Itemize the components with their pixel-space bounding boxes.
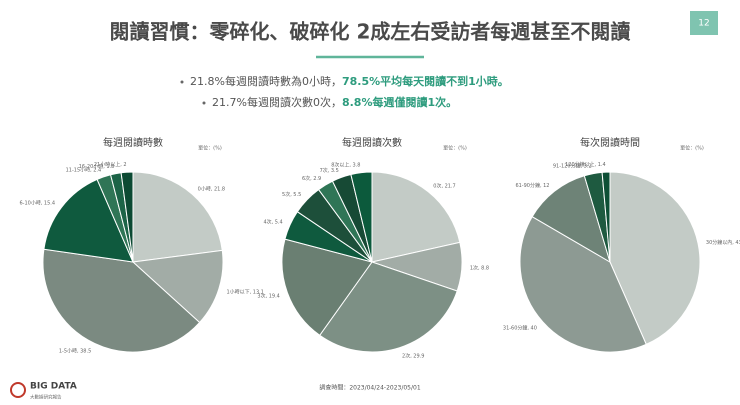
slice-label: 7次, 3.5	[320, 166, 339, 173]
slice-value: 2.4	[93, 167, 101, 173]
bullet-dot	[180, 80, 184, 84]
slice-category: 91-120分鐘,	[553, 162, 583, 169]
pie-slice	[120, 171, 134, 263]
slice-label: 3次, 19.4	[257, 292, 279, 299]
slice-value: 40	[531, 325, 537, 331]
slice-category: 1-5小時,	[59, 347, 79, 354]
slice-category: 7次,	[320, 166, 330, 173]
slice-label: 120分鐘以上, 1.4	[565, 161, 606, 168]
logo-name: BIG DATA	[30, 382, 77, 392]
bullets: 21.8%每週閱讀時數為0小時，78.5%平均每天閱讀不到1小時。21.7%每週…	[180, 74, 509, 109]
slice-value: 3.2	[584, 163, 592, 169]
chart-title: 每週閱讀次數	[342, 136, 402, 149]
logo-icon	[10, 382, 26, 398]
pie-slice	[132, 171, 223, 263]
slice-label: 0次, 21.7	[433, 182, 455, 189]
slice-label: 5次, 5.5	[282, 191, 301, 198]
slice-category: 3次,	[257, 292, 267, 299]
slice-category: 11-15小時,	[66, 166, 93, 173]
bullet-dot	[202, 101, 206, 105]
slide-title: 閱讀習慣：零碎化、破碎化 2成左右受訪者每週甚至不閱讀	[110, 20, 631, 44]
pie-slice	[519, 215, 647, 353]
pie-slice	[350, 171, 373, 263]
slice-value: 15.4	[44, 200, 55, 206]
slice-value: 2.9	[313, 176, 321, 182]
slice-value: 8.8	[481, 265, 489, 271]
slice-category: 16-20小時,	[79, 162, 106, 169]
slice-label: 30分鐘以內,43.4	[706, 238, 740, 245]
chart-title: 每次閱讀時間	[580, 136, 640, 149]
slice-category: 8次以上,	[331, 161, 351, 168]
slice-value: 43.4	[735, 239, 740, 245]
slice-category: 120分鐘以上,	[565, 161, 597, 168]
slice-value: 1.8	[106, 163, 114, 169]
pie-slice	[601, 171, 611, 263]
slice-label: 6次, 2.9	[302, 175, 321, 182]
slice-category: 4次,	[263, 218, 273, 225]
bullet-segment: 21.8%每週閱讀時數為0小時，	[190, 74, 342, 88]
slice-label: 11-15小時,2.4	[66, 166, 102, 173]
slice-value: 38.5	[80, 348, 91, 354]
survey-period: 調查時間：2023/04/24-2023/05/01	[319, 384, 421, 392]
unit-label: 單位：(%)	[198, 145, 222, 152]
slice-category: 1次,	[470, 264, 480, 271]
slice-value: 3.5	[331, 167, 339, 173]
unit-label: 單位：(%)	[443, 145, 467, 152]
slice-category: 6-10小時,	[19, 199, 42, 206]
slice-value: 2	[123, 162, 126, 168]
page-number: 12	[698, 19, 709, 29]
slice-label: 91-120分鐘, 3.2	[553, 162, 592, 169]
slice-label: 1小時以下, 13.1	[226, 288, 263, 295]
slice-value: 5.5	[293, 192, 301, 198]
pie-slice	[319, 261, 458, 353]
pie-slice	[371, 171, 461, 263]
chart-title: 每週閱讀時數	[103, 136, 163, 149]
slice-label: 16-20小時, 1.8	[79, 162, 115, 169]
slice-label: 4次, 5.4	[263, 218, 282, 225]
slice-value: 29.9	[413, 353, 424, 359]
slice-label: 61-90分鐘, 12	[515, 181, 549, 188]
pie-slice	[609, 171, 701, 346]
slice-value: 1.4	[598, 162, 606, 168]
slice-label: 2次, 29.9	[402, 352, 424, 359]
bullet: 21.8%每週閱讀時數為0小時，78.5%平均每天閱讀不到1小時。	[190, 74, 509, 88]
slice-value: 19.4	[269, 293, 280, 299]
pie-slice	[43, 178, 134, 263]
slice-label: 8次以上, 3.8	[331, 161, 360, 168]
pie-slice	[131, 249, 224, 324]
slice-category: 1小時以下,	[226, 288, 251, 295]
slice-category: 0小時,	[198, 185, 213, 192]
slice-label: 1-5小時, 38.5	[59, 347, 91, 354]
slice-category: 21小時以上,	[94, 161, 122, 168]
slice-category: 0次,	[433, 182, 443, 189]
bullet-segment: 78.5%平均每天閱讀不到1小時。	[342, 74, 509, 88]
slice-label: 1次, 8.8	[470, 264, 489, 271]
slice-value: 5.4	[275, 219, 283, 225]
slice-category: 6次,	[302, 175, 312, 182]
unit-label: 單位：(%)	[680, 145, 704, 152]
slice-category: 31-60分鐘,	[503, 324, 530, 331]
slice-label: 31-60分鐘, 40	[503, 324, 537, 331]
slice-label: 6-10小時, 15.4	[19, 199, 55, 206]
slice-category: 61-90分鐘,	[515, 181, 542, 188]
bullet-segment: 21.7%每週閱讀次數0次，	[212, 95, 342, 109]
slice-value: 21.7	[445, 183, 456, 189]
slice-value: 21.8	[214, 186, 225, 192]
slice-category: 5次,	[282, 191, 292, 198]
slice-value: 13.1	[253, 289, 264, 295]
slice-label: 0小時, 21.8	[198, 185, 225, 192]
slice-label: 21小時以上, 2	[94, 161, 127, 168]
slice-category: 30分鐘以內,	[706, 238, 734, 245]
bullet: 21.7%每週閱讀次數0次，8.8%每週僅閱讀1次。	[212, 95, 457, 109]
pie-slice	[281, 238, 373, 336]
slice-category: 2次,	[402, 352, 412, 359]
bullet-segment: 8.8%每週僅閱讀1次。	[342, 95, 457, 109]
page-number-box	[690, 11, 718, 35]
logo-subtitle: 大數據研究報告	[30, 394, 62, 401]
slice-value: 12	[543, 182, 549, 188]
slice-value: 3.8	[352, 162, 360, 168]
pie-slice	[42, 248, 201, 353]
